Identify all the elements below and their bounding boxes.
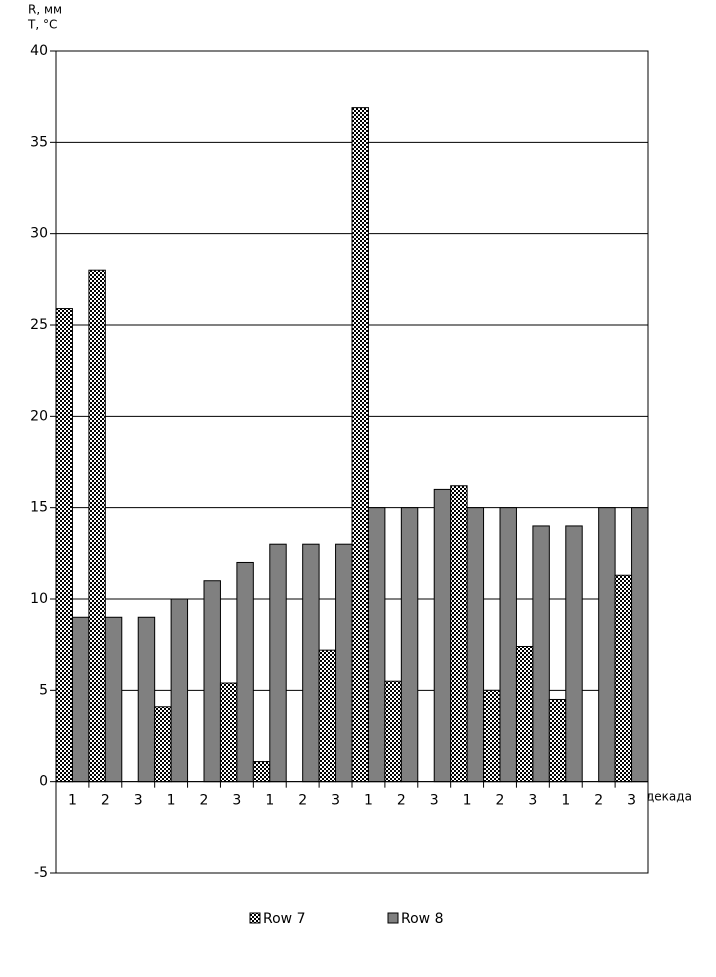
x-tick-label: 3	[232, 793, 241, 809]
x-tick-label: 1	[364, 793, 373, 809]
bar	[71, 616, 90, 783]
bar	[614, 574, 633, 783]
bar	[88, 269, 106, 783]
x-tick-label: 2	[200, 793, 209, 809]
bar	[219, 682, 238, 783]
bar	[236, 561, 254, 783]
bar	[598, 507, 616, 783]
x-tick-label: 2	[496, 793, 505, 809]
bar	[466, 507, 485, 783]
x-tick-label: 3	[134, 793, 143, 809]
bar	[499, 507, 517, 783]
y-tick-label: 20	[30, 408, 48, 424]
x-tick-label: 2	[397, 793, 406, 809]
bar	[335, 543, 353, 783]
y-tick-label: -5	[34, 865, 48, 881]
y-axis-label: T, °C	[27, 18, 57, 32]
bar	[55, 308, 73, 783]
legend-label: Row 8	[401, 911, 443, 927]
bar	[203, 580, 221, 783]
x-tick-label: 2	[298, 793, 307, 809]
x-tick-label: 1	[265, 793, 274, 809]
x-tick-label: 1	[561, 793, 570, 809]
bar	[400, 507, 419, 783]
bar	[104, 616, 123, 783]
x-tick-label: 3	[627, 793, 636, 809]
y-axis-label: R, мм	[28, 3, 62, 17]
bar	[548, 698, 567, 783]
bar	[483, 689, 501, 783]
legend-swatch	[387, 912, 399, 924]
x-tick-label: 3	[430, 793, 439, 809]
x-tick-label: 2	[101, 793, 110, 809]
bar	[433, 488, 452, 783]
y-tick-label: 30	[30, 226, 48, 242]
bar	[450, 485, 468, 783]
bar	[302, 543, 320, 783]
legend-label: Row 7	[263, 911, 305, 927]
bar	[170, 598, 189, 783]
bar	[351, 107, 369, 783]
bar	[565, 525, 583, 783]
x-axis-label: декада	[646, 790, 692, 804]
bar	[318, 649, 337, 783]
y-tick-label: 40	[30, 43, 48, 59]
legend-swatch	[249, 912, 261, 924]
bar	[154, 706, 172, 783]
y-tick-label: 5	[39, 682, 48, 698]
y-tick-label: 25	[30, 317, 48, 333]
y-tick-label: 15	[30, 500, 48, 516]
bar	[137, 616, 156, 783]
bar	[269, 543, 287, 783]
bar	[384, 680, 402, 783]
x-tick-label: 1	[167, 793, 176, 809]
x-tick-label: 3	[528, 793, 537, 809]
bar	[252, 761, 271, 783]
y-tick-label: 35	[30, 134, 48, 150]
x-tick-label: 1	[68, 793, 77, 809]
bar	[515, 645, 534, 783]
x-tick-label: 2	[594, 793, 603, 809]
x-tick-label: 1	[463, 793, 472, 809]
x-tick-label: 3	[331, 793, 340, 809]
y-tick-label: 10	[30, 591, 48, 607]
bar	[631, 507, 649, 783]
y-tick-label: 0	[39, 774, 48, 790]
bar	[367, 507, 386, 783]
bar	[532, 525, 550, 783]
